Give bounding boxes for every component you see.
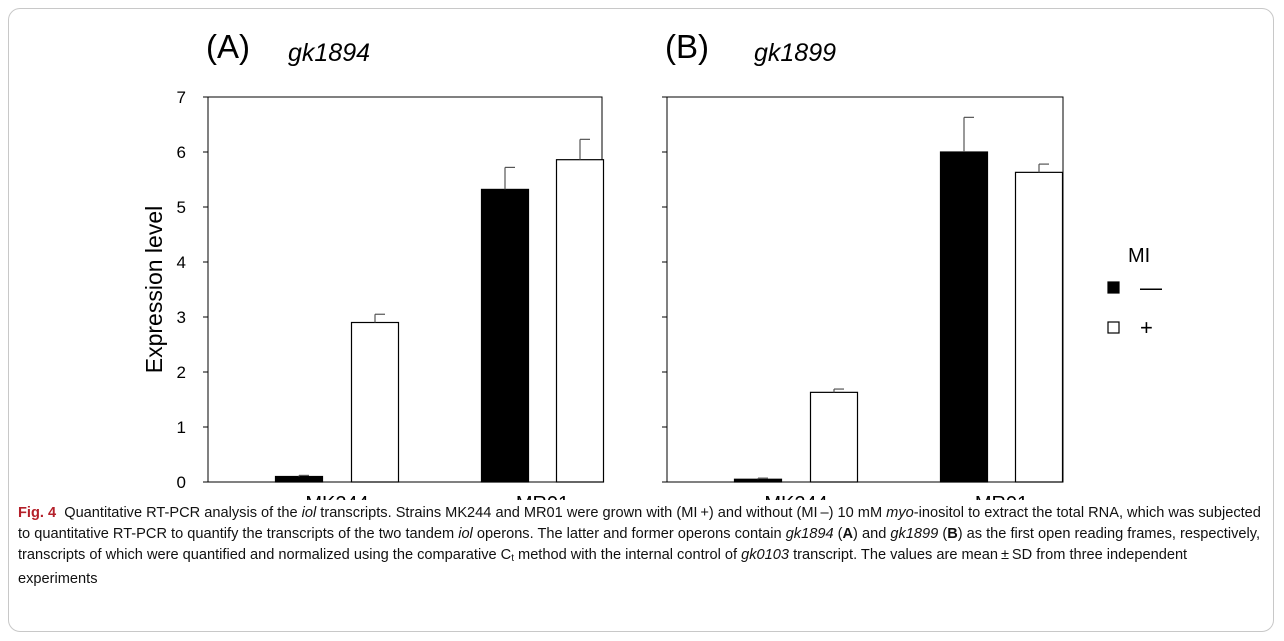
panel-label: (B) <box>665 28 709 65</box>
bar <box>350 321 400 483</box>
y-tick-label: 6 <box>177 143 186 162</box>
y-tick-label: 5 <box>177 198 186 217</box>
caption-figure-number: Fig. 4 <box>18 505 57 521</box>
y-axis-label: Expression level <box>141 206 167 373</box>
caption-text: operons. The latter and former operons c… <box>472 526 786 542</box>
x-category-label: MK244 <box>305 493 368 500</box>
x-category-label: MR01 <box>516 493 569 500</box>
y-tick-label: 3 <box>177 308 186 327</box>
caption-text: method with the internal control of <box>513 547 742 563</box>
legend-swatch <box>1107 321 1120 334</box>
figure-chart: 0 1 2 3 4 5 6 7 Expression level (A) gk1894 MK244 MR… <box>141 28 1162 500</box>
caption-text: transcript. The values are mean ± SD fro… <box>18 547 1188 587</box>
bar <box>939 151 989 483</box>
caption-italic: gk1899 <box>890 526 939 542</box>
x-category-label: MR01 <box>975 493 1028 500</box>
bar <box>1014 171 1064 483</box>
panel-label: (A) <box>206 28 250 65</box>
bar <box>555 159 605 483</box>
caption-text: Quantitative RT-PCR analysis of the <box>64 505 302 521</box>
caption-italic: gk0103 <box>741 547 790 563</box>
figure-caption: Fig. 4 Quantitative RT-PCR analysis of t… <box>18 503 1268 590</box>
caption-bold: A <box>842 526 854 542</box>
caption-subscript: t <box>511 553 514 564</box>
caption-text: transcripts. Strains MK244 and MR01 were… <box>316 505 887 521</box>
caption-italic: iol <box>301 505 317 521</box>
caption-italic: gk1894 <box>785 526 834 542</box>
legend-title: MI <box>1128 245 1150 267</box>
bar <box>274 475 324 483</box>
panel-title: gk1899 <box>754 39 836 67</box>
bar <box>733 478 783 483</box>
legend-label: + <box>1140 315 1153 340</box>
y-tick-label: 0 <box>177 473 186 492</box>
caption-text: ( <box>833 526 843 542</box>
bar <box>480 188 530 483</box>
panel-title: gk1894 <box>288 39 370 67</box>
caption-text: -inositol to extract the total RNA, whic… <box>18 505 1261 542</box>
y-tick-label: 7 <box>177 88 186 107</box>
legend-label: — <box>1140 275 1162 300</box>
x-category-label: MK244 <box>764 493 827 500</box>
y-tick-label: 1 <box>177 418 186 437</box>
legend-swatch <box>1107 281 1120 294</box>
y-tick-label: 4 <box>177 253 186 272</box>
caption-text: ( <box>938 526 948 542</box>
caption-bold: B <box>947 526 958 542</box>
plot-area <box>207 96 603 483</box>
caption-italic: iol <box>458 526 473 542</box>
y-tick-label: 2 <box>177 363 186 382</box>
caption-text: ) and <box>853 526 891 542</box>
bar <box>809 391 859 483</box>
caption-text: ) as the first open reading frames, resp… <box>18 526 1261 563</box>
plot-area <box>666 96 1064 483</box>
caption-italic: myo <box>886 505 914 521</box>
